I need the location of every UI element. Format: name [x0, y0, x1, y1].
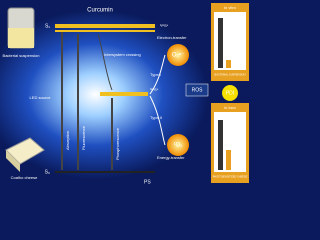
absorption-label: Absorption: [65, 131, 70, 150]
isc-label: Intersystem crossing: [104, 52, 141, 57]
s1-sublevel: [55, 30, 155, 32]
electron-label: Electron-transfer: [157, 35, 187, 40]
triplet-label: ³PS*: [150, 87, 159, 92]
ps-label: PS: [144, 179, 151, 185]
tube-liquid: [8, 28, 34, 48]
type1-arrow: [149, 54, 166, 95]
top-panel-title: in vitro: [224, 5, 237, 10]
type2-label: Type II: [150, 115, 162, 120]
energy-label: Energy-transfer: [157, 155, 185, 160]
top-chart-bar: [226, 60, 231, 68]
cheese-image: [5, 137, 45, 165]
bacteria-label: Bacterial suspension: [3, 53, 40, 58]
bottom-panel-title: in loco: [224, 105, 236, 110]
abstract: Bacterial suspension LED source Coalho c…: [0, 0, 251, 189]
bottom-panel-caption: PHOTOSENSITIZED CHEESE: [213, 176, 248, 179]
radical-burst: [167, 44, 189, 66]
ros-box: [185, 83, 209, 97]
led-label: LED source: [30, 95, 52, 100]
pdi-label: PDI: [226, 90, 234, 96]
diagram-title: Curcumin: [87, 8, 113, 14]
s1-label: S₁: [45, 23, 50, 29]
ros-label: ROS: [192, 87, 204, 93]
s0-label: S₀: [45, 169, 50, 175]
top-chart-bar: [218, 18, 223, 68]
pdi-burst: [222, 85, 238, 101]
isc-arrow: [97, 33, 113, 91]
bottom-chart-bar: [226, 150, 231, 170]
s1-level: [55, 24, 155, 28]
phosphorescence-label: Phosphorescence: [115, 127, 120, 160]
singlet-oxygen-burst: [167, 134, 189, 156]
radical-label: O₂•⁻: [172, 53, 184, 59]
t1-level: [100, 92, 148, 96]
singlet-oxygen-label: ¹O₂: [174, 143, 184, 149]
singlet-label: ¹PS*: [160, 23, 169, 28]
bottom-chart-bar: [218, 120, 223, 170]
top-panel-caption: BACTERIAL SUSPENSION: [215, 74, 246, 77]
cheese-label: Coalho cheese: [11, 175, 38, 180]
cheese-side: [6, 150, 20, 172]
fluorescence-label: Fluorescence: [81, 125, 86, 150]
type2-arrow: [149, 95, 166, 146]
type1-label: Type I: [150, 72, 161, 77]
